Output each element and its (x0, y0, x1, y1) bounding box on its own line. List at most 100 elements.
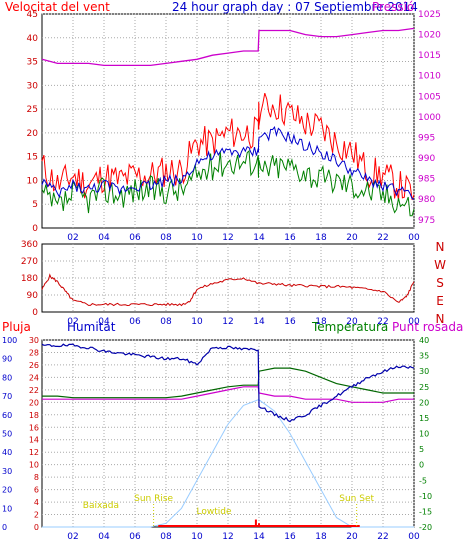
climate-x-tick-label: 14 (253, 532, 265, 542)
pressure-tick-label: 995 (418, 133, 435, 143)
rain-bar (254, 519, 257, 527)
wind-tick-label: 35 (27, 58, 38, 68)
humidity-tick-label: 70 (2, 392, 12, 401)
climate-x-tick-label: 04 (98, 532, 110, 542)
rain-tick-label: 8 (34, 473, 39, 482)
dewpoint-axis-title: Punt rosada (392, 320, 464, 334)
temperature-tick-label: -10 (419, 492, 432, 501)
rain-tick-label: 6 (34, 486, 39, 495)
direction-x-tick-label: 22 (377, 317, 388, 327)
temperature-tick-label: 40 (419, 336, 429, 345)
event-marker-sun-set: Sun Set (339, 494, 374, 504)
wind-x-tick-label: 00 (408, 233, 420, 243)
wind-tick-label: 30 (27, 81, 39, 91)
wind-tick-label: 40 (27, 34, 39, 44)
temperature-tick-label: 0 (419, 461, 424, 470)
direction-x-tick-label: 18 (315, 317, 327, 327)
wind-x-tick-label: 16 (284, 233, 296, 243)
rain-tick-label: 30 (29, 336, 39, 345)
climate-x-tick-label: 16 (284, 532, 296, 542)
direction-x-tick-label: 16 (284, 317, 296, 327)
humidity-tick-label: 90 (2, 355, 12, 364)
event-marker-lowtide: Lowtide (197, 507, 232, 517)
rain-tick-label: 26 (29, 361, 39, 370)
dewpoint-line (42, 386, 414, 403)
humidity-tick-label: 20 (2, 486, 12, 495)
rain-tick-label: 0 (34, 523, 39, 532)
rain-tick-label: 18 (29, 411, 39, 420)
pressure-tick-label: 1025 (418, 10, 441, 20)
temperature-tick-label: -20 (419, 523, 432, 532)
direction-x-tick-label: 04 (98, 317, 110, 327)
rain-tick-label: 22 (29, 386, 39, 395)
pressure-tick-label: 990 (418, 154, 435, 164)
pressure-tick-label: 975 (418, 216, 435, 226)
pressure-tick-label: 985 (418, 175, 435, 185)
rain-axis-title: Pluja (2, 320, 31, 334)
humidity-tick-label: 40 (2, 448, 12, 457)
humidity-tick-label: 10 (2, 504, 12, 513)
climate-x-tick-label: 02 (67, 532, 78, 542)
rain-tick-label: 12 (29, 448, 39, 457)
wind-tick-label: 0 (32, 224, 38, 234)
rain-tick-label: 10 (29, 461, 39, 470)
climate-x-tick-label: 20 (346, 532, 358, 542)
direction-x-tick-label: 12 (222, 317, 233, 327)
pressure-line (41, 27, 415, 67)
humidity-line (41, 343, 415, 423)
direction-x-tick-label: 08 (160, 317, 172, 327)
pressure-axis-title: Pressió (372, 0, 415, 14)
climate-x-tick-label: 00 (408, 532, 420, 542)
humidity-tick-label: 60 (2, 411, 12, 420)
wind-x-tick-label: 02 (67, 233, 78, 243)
rain-tick-label: 28 (29, 348, 39, 357)
temperature-tick-label: 35 (419, 352, 429, 361)
humidity-axis-title: Humitat (67, 320, 116, 334)
wind-x-tick-label: 08 (160, 233, 172, 243)
humidity-tick-label: 0 (2, 523, 7, 532)
direction-x-tick-label: 00 (408, 317, 420, 327)
wind-x-tick-label: 06 (129, 233, 141, 243)
compass-label-N: N (436, 312, 445, 326)
direction-tick-label: 360 (21, 240, 38, 250)
climate-x-tick-label: 08 (160, 532, 172, 542)
direction-tick-label: 180 (21, 274, 38, 284)
wind-tick-label: 20 (27, 129, 39, 139)
humidity-tick-label: 100 (2, 336, 17, 345)
climate-x-tick-label: 06 (129, 532, 141, 542)
pressure-tick-label: 1000 (418, 113, 441, 123)
pressure-tick-label: 980 (418, 195, 435, 205)
humidity-tick-label: 30 (2, 467, 12, 476)
wind-x-tick-label: 12 (222, 233, 233, 243)
wind-tick-label: 5 (32, 200, 38, 210)
compass-label-E: E (436, 294, 444, 308)
climate-x-tick-label: 12 (222, 532, 233, 542)
temperature-tick-label: -15 (419, 507, 432, 516)
wind-x-tick-label: 10 (191, 233, 203, 243)
rain-tick-label: 24 (29, 373, 39, 382)
temperature-tick-label: 20 (419, 398, 429, 407)
humidity-tick-label: 50 (2, 430, 12, 439)
direction-x-tick-label: 06 (129, 317, 141, 327)
rain-tick-label: 16 (29, 423, 39, 432)
rain-tick-label: 4 (34, 498, 39, 507)
wind-x-tick-label: 22 (377, 233, 388, 243)
wind-tick-label: 15 (27, 153, 38, 163)
event-marker-baixada: Baixada (83, 501, 119, 511)
compass-label-W: W (434, 258, 446, 272)
event-marker-sun-rise: Sun Rise (134, 494, 173, 504)
pressure-tick-label: 1015 (418, 51, 441, 61)
pressure-tick-label: 1020 (418, 31, 441, 41)
pressure-tick-label: 1010 (418, 72, 441, 82)
direction-line (41, 273, 415, 307)
rain-tick-label: 20 (29, 398, 39, 407)
temperature-tick-label: 5 (419, 445, 424, 454)
pressure-tick-label: 1005 (418, 92, 441, 102)
direction-x-tick-label: 20 (346, 317, 358, 327)
wind-x-tick-label: 20 (346, 233, 358, 243)
direction-tick-label: 90 (27, 291, 39, 301)
wind-x-tick-label: 18 (315, 233, 327, 243)
wind-tick-label: 45 (27, 10, 38, 20)
